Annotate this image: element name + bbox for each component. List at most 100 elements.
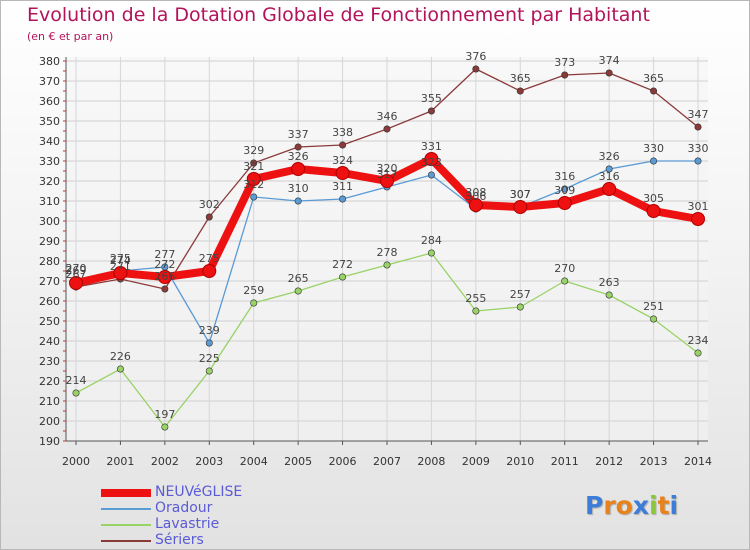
data-label-oradour: 275	[110, 252, 131, 265]
data-point-neuvglise	[157, 270, 172, 284]
proxiti-logo: Proxiti	[585, 491, 678, 520]
data-point-sriers	[250, 159, 258, 167]
data-point-neuvglise	[202, 264, 217, 278]
legend: NEUVéGLISE Oradour Lavastrie Sériers	[101, 484, 301, 549]
data-label-oradour: 330	[688, 142, 709, 155]
y-tick-label: 210	[39, 395, 60, 408]
data-label-oradour: 330	[643, 142, 664, 155]
legend-item-seriers: Sériers	[101, 532, 301, 549]
data-label-oradour: 311	[332, 180, 353, 193]
data-label-oradour: 307	[510, 188, 531, 201]
y-tick-label: 190	[39, 435, 60, 448]
data-point-sriers	[605, 69, 613, 77]
y-tick-label: 230	[39, 355, 60, 368]
data-label-lavastrie: 197	[154, 408, 175, 421]
data-point-sriers	[694, 123, 702, 131]
data-point-neuvglise	[602, 182, 617, 196]
data-label-oradour: 317	[377, 168, 398, 181]
data-label-sriers: 365	[643, 72, 664, 85]
chart-subtitle: (en € et par an)	[27, 30, 114, 43]
data-point-sriers	[516, 87, 524, 95]
data-label-neuvglise: 331	[421, 140, 442, 153]
x-tick-label: 2010	[506, 455, 534, 468]
data-label-lavastrie: 251	[643, 300, 664, 313]
legend-label-oradour: Oradour	[155, 500, 213, 516]
data-point-lavastrie	[694, 349, 702, 357]
y-tick-label: 350	[39, 115, 60, 128]
legend-label-seriers: Sériers	[155, 532, 204, 548]
x-tick-label: 2008	[417, 455, 445, 468]
legend-item-oradour: Oradour	[101, 500, 301, 517]
y-tick-label: 310	[39, 195, 60, 208]
data-label-lavastrie: 263	[599, 276, 620, 289]
y-tick-label: 280	[39, 255, 60, 268]
data-label-oradour: 326	[599, 150, 620, 163]
data-label-lavastrie: 259	[243, 284, 264, 297]
logo-letter: t	[657, 491, 670, 520]
data-label-neuvglise: 308	[465, 186, 486, 199]
data-label-lavastrie: 278	[377, 246, 398, 259]
data-point-oradour	[605, 165, 613, 173]
x-tick-label: 2007	[373, 455, 401, 468]
data-point-lavastrie	[250, 299, 258, 307]
data-point-neuvglise	[646, 204, 661, 218]
data-label-sriers: 376	[465, 50, 486, 63]
y-tick-label: 340	[39, 135, 60, 148]
data-label-neuvglise: 301	[688, 200, 709, 213]
data-label-neuvglise: 305	[643, 192, 664, 205]
data-point-sriers	[427, 107, 435, 115]
data-point-lavastrie	[205, 367, 213, 375]
y-tick-label: 250	[39, 315, 60, 328]
y-tick-label: 240	[39, 335, 60, 348]
logo-letter: i	[669, 491, 679, 520]
data-label-lavastrie: 225	[199, 352, 220, 365]
data-label-sriers: 266	[154, 270, 175, 283]
data-label-neuvglise: 307	[510, 188, 531, 201]
data-label-lavastrie: 265	[288, 272, 309, 285]
data-label-sriers: 374	[599, 54, 620, 67]
data-point-oradour	[427, 171, 435, 179]
data-label-lavastrie: 270	[554, 262, 575, 275]
data-label-neuvglise: 316	[599, 170, 620, 183]
y-tick-label: 330	[39, 155, 60, 168]
data-label-neuvglise: 309	[554, 184, 575, 197]
data-point-sriers	[339, 141, 347, 149]
y-tick-label: 300	[39, 215, 60, 228]
data-point-oradour	[561, 185, 569, 193]
data-label-sriers: 347	[688, 108, 709, 121]
data-label-neuvglise: 326	[288, 150, 309, 163]
data-point-sriers	[561, 71, 569, 79]
x-tick-label: 2000	[62, 455, 90, 468]
logo-letter: r	[603, 491, 616, 520]
data-point-oradour	[694, 157, 702, 165]
x-tick-label: 2009	[462, 455, 490, 468]
data-point-lavastrie	[516, 303, 524, 311]
data-label-lavastrie: 257	[510, 288, 531, 301]
y-tick-label: 380	[39, 55, 60, 68]
data-label-oradour: 310	[288, 182, 309, 195]
data-label-lavastrie: 214	[66, 374, 87, 387]
data-label-lavastrie: 234	[688, 334, 709, 347]
legend-swatch-oradour	[101, 508, 151, 510]
data-point-neuvglise	[291, 162, 306, 176]
data-point-neuvglise	[246, 172, 261, 186]
data-point-neuvglise	[557, 196, 572, 210]
data-point-sriers	[205, 213, 213, 221]
data-point-lavastrie	[561, 277, 569, 285]
y-tick-label: 360	[39, 95, 60, 108]
data-label-lavastrie: 226	[110, 350, 131, 363]
data-point-lavastrie	[161, 423, 169, 431]
y-tick-label: 290	[39, 235, 60, 248]
y-tick-label: 220	[39, 375, 60, 388]
legend-item-lavastrie: Lavastrie	[101, 516, 301, 533]
x-tick-label: 2002	[151, 455, 179, 468]
data-label-oradour: 306	[465, 190, 486, 203]
data-label-neuvglise: 324	[332, 154, 353, 167]
data-point-sriers	[294, 143, 302, 151]
data-point-oradour	[205, 339, 213, 347]
x-tick-label: 2011	[551, 455, 579, 468]
data-label-sriers: 373	[554, 56, 575, 69]
data-point-oradour	[339, 195, 347, 203]
data-point-sriers	[650, 87, 658, 95]
